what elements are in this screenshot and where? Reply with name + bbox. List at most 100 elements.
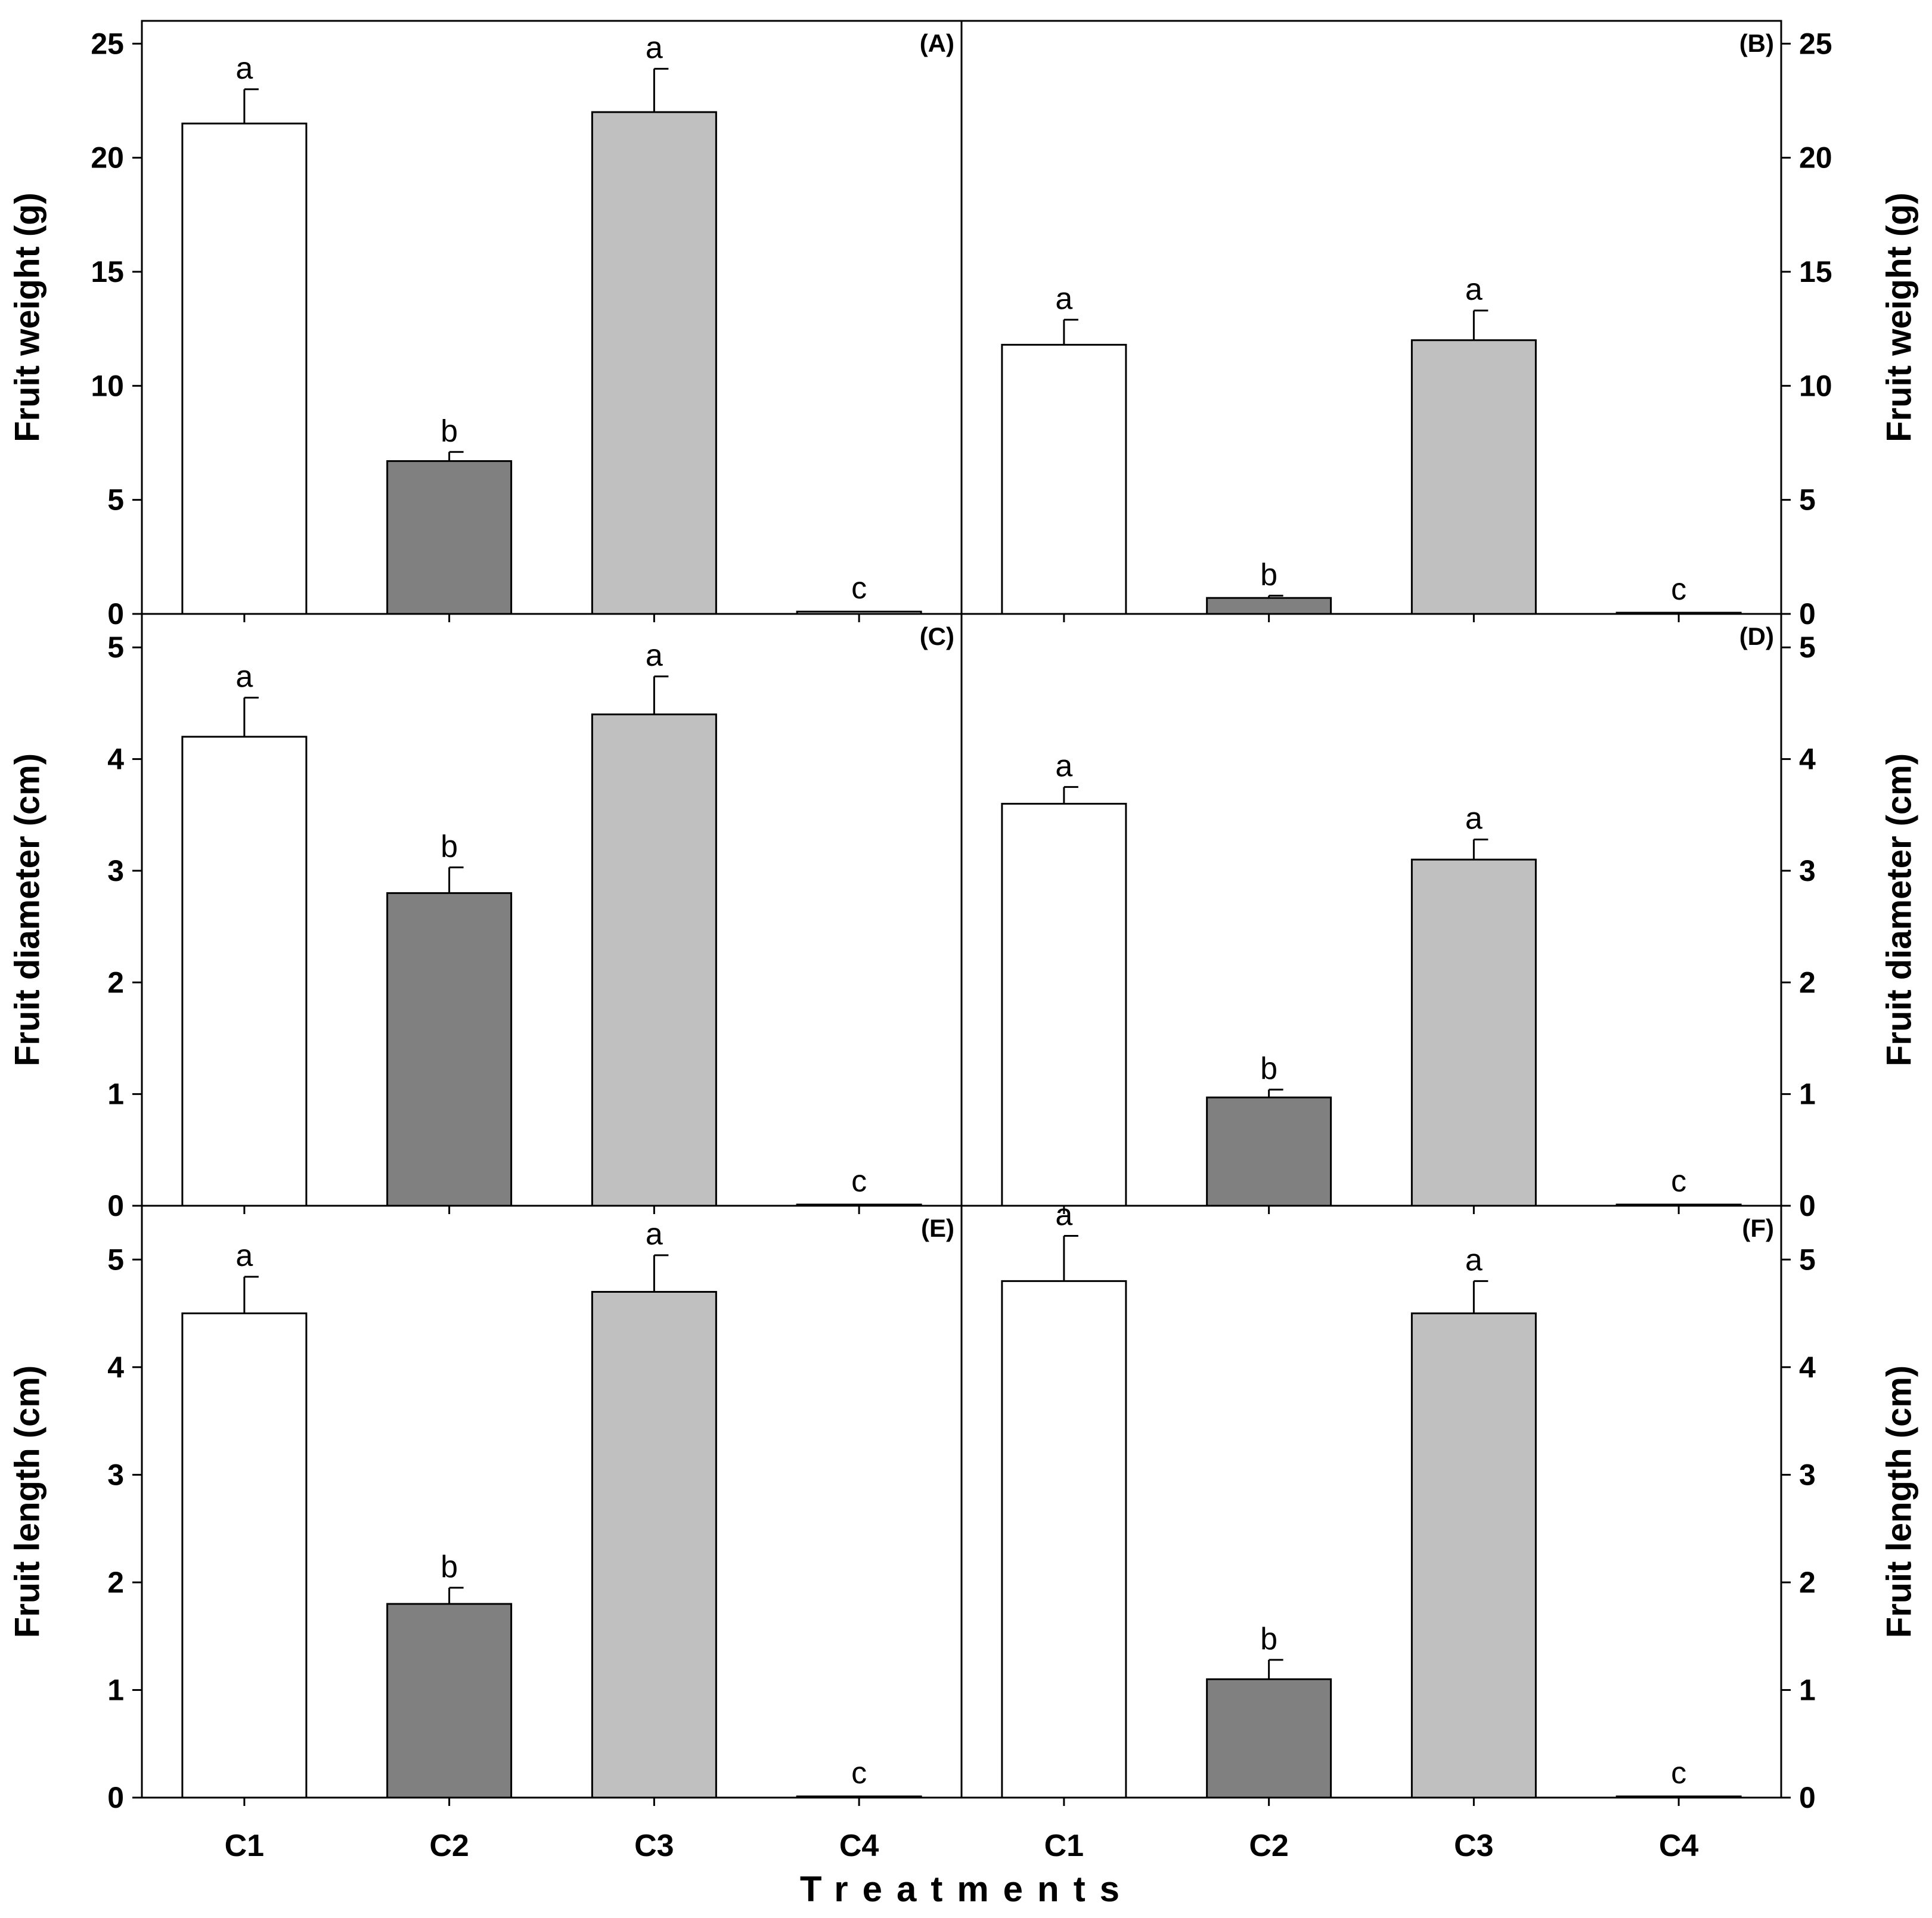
panel-label: (A) bbox=[920, 29, 954, 57]
category-label: C2 bbox=[429, 1829, 469, 1863]
y-axis-title: Fruit length (cm) bbox=[1880, 1365, 1918, 1638]
y-tick-label: 1 bbox=[1799, 1078, 1816, 1111]
category-label: C2 bbox=[1249, 1829, 1288, 1863]
significance-label: b bbox=[441, 829, 458, 864]
significance-label: a bbox=[646, 1217, 663, 1252]
panel-f: 0 1 2 3 4 5 Fruit length (cm) (F) a C1 b C2 a C3 c C4 bbox=[960, 1198, 1918, 1863]
y-tick-label: 3 bbox=[1799, 854, 1816, 887]
panel-label: (F) bbox=[1742, 1214, 1774, 1242]
panel-a: 0 5 10 15 20 25 Fruit weight (g) (A) a b a c bbox=[8, 20, 963, 631]
category-label: C4 bbox=[1659, 1829, 1699, 1863]
significance-label: a bbox=[235, 51, 253, 86]
y-tick-label: 1 bbox=[107, 1673, 124, 1706]
significance-label: b bbox=[1260, 557, 1277, 592]
x-axis-title: Treatments bbox=[800, 1869, 1134, 1909]
y-tick-label: 10 bbox=[1799, 369, 1832, 402]
significance-label: c bbox=[1671, 572, 1686, 607]
y-tick-label: 1 bbox=[107, 1078, 124, 1111]
panel-label: (C) bbox=[920, 622, 954, 650]
y-tick-label: 2 bbox=[1799, 966, 1816, 999]
significance-label: b bbox=[441, 1550, 458, 1584]
y-tick-label: 0 bbox=[107, 1189, 124, 1222]
significance-label: a bbox=[1055, 281, 1072, 316]
y-tick-label: 4 bbox=[1799, 743, 1816, 776]
panel-c: 0 1 2 3 4 5 Fruit diameter (cm) (C) a b a c bbox=[8, 613, 963, 1222]
y-tick-label: 2 bbox=[1799, 1566, 1816, 1599]
significance-label: a bbox=[235, 1239, 253, 1273]
y-tick-label: 5 bbox=[1799, 631, 1816, 664]
category-label: C1 bbox=[1044, 1829, 1084, 1863]
bar-c3 bbox=[591, 713, 717, 1207]
significance-label: c bbox=[1671, 1756, 1686, 1790]
y-tick-label: 5 bbox=[107, 631, 124, 664]
bar-c1 bbox=[1001, 803, 1127, 1207]
y-tick-label: 15 bbox=[91, 255, 124, 288]
bar-c3 bbox=[591, 1290, 717, 1799]
bar-c3 bbox=[591, 111, 717, 615]
bar-c3 bbox=[1410, 1312, 1537, 1799]
bar-c1 bbox=[181, 735, 308, 1207]
y-tick-label: 5 bbox=[107, 483, 124, 517]
significance-label: c bbox=[851, 1756, 867, 1790]
y-tick-label: 3 bbox=[1799, 1458, 1816, 1491]
significance-label: a bbox=[1055, 749, 1072, 783]
bar-c1 bbox=[181, 1312, 308, 1799]
significance-label: c bbox=[851, 1164, 867, 1199]
y-tick-label: 2 bbox=[107, 966, 124, 999]
significance-label: a bbox=[1465, 272, 1483, 307]
significance-label: a bbox=[646, 30, 663, 65]
y-tick-label: 15 bbox=[1799, 255, 1832, 288]
bar-c4 bbox=[1615, 1795, 1742, 1799]
y-tick-label: 3 bbox=[107, 854, 124, 887]
panel-label: (B) bbox=[1739, 29, 1774, 57]
y-tick-label: 0 bbox=[1799, 1781, 1816, 1814]
y-tick-label: 25 bbox=[1799, 27, 1832, 60]
bar-c2 bbox=[386, 1603, 513, 1799]
y-tick-label: 5 bbox=[1799, 1243, 1816, 1276]
y-tick-label: 5 bbox=[107, 1243, 124, 1276]
y-tick-label: 5 bbox=[1799, 483, 1816, 517]
y-axis-title: Fruit weight (g) bbox=[1880, 193, 1918, 442]
y-axis-title: Fruit length (cm) bbox=[8, 1365, 46, 1638]
significance-label: c bbox=[1671, 1164, 1686, 1199]
bar-c2 bbox=[1206, 1096, 1332, 1207]
significance-label: a bbox=[1465, 1243, 1483, 1277]
y-tick-label: 4 bbox=[1799, 1351, 1816, 1384]
y-tick-label: 4 bbox=[107, 743, 124, 776]
plot-frame bbox=[960, 1205, 1782, 1799]
bar-c4 bbox=[796, 1795, 922, 1799]
bar-c3 bbox=[1410, 858, 1537, 1207]
category-label: C3 bbox=[1454, 1829, 1493, 1863]
category-label: C3 bbox=[634, 1829, 674, 1863]
bar-c3 bbox=[1410, 339, 1537, 615]
bar-c1 bbox=[1001, 1280, 1127, 1799]
bar-c1 bbox=[1001, 343, 1127, 615]
y-tick-label: 2 bbox=[107, 1566, 124, 1599]
y-tick-label: 4 bbox=[107, 1351, 124, 1384]
significance-label: a bbox=[235, 660, 253, 694]
y-tick-label: 0 bbox=[107, 597, 124, 631]
y-tick-label: 25 bbox=[91, 27, 124, 60]
bar-c2 bbox=[1206, 1678, 1332, 1799]
y-tick-label: 0 bbox=[1799, 1189, 1816, 1222]
panel-b: 0 5 10 15 20 25 Fruit weight (g) (B) a b a c bbox=[960, 20, 1918, 631]
significance-label: a bbox=[1465, 801, 1483, 836]
y-axis-title: Fruit diameter (cm) bbox=[8, 753, 46, 1066]
y-tick-label: 1 bbox=[1799, 1673, 1816, 1706]
panel-label: (E) bbox=[921, 1214, 954, 1242]
panel-label: (D) bbox=[1739, 622, 1774, 650]
y-tick-label: 10 bbox=[91, 369, 124, 402]
y-tick-label: 0 bbox=[107, 1781, 124, 1814]
bar-c2 bbox=[386, 460, 513, 615]
y-tick-label: 0 bbox=[1799, 597, 1816, 631]
y-axis-title: Fruit weight (g) bbox=[8, 193, 46, 442]
y-tick-label: 20 bbox=[91, 141, 124, 175]
bar-c1 bbox=[181, 122, 308, 615]
category-label: C4 bbox=[839, 1829, 879, 1863]
bar-c2 bbox=[386, 892, 513, 1207]
significance-label: b bbox=[441, 414, 458, 448]
category-label: C1 bbox=[225, 1829, 264, 1863]
panel-d: 0 1 2 3 4 5 Fruit diameter (cm) (D) a b a c bbox=[960, 613, 1918, 1222]
